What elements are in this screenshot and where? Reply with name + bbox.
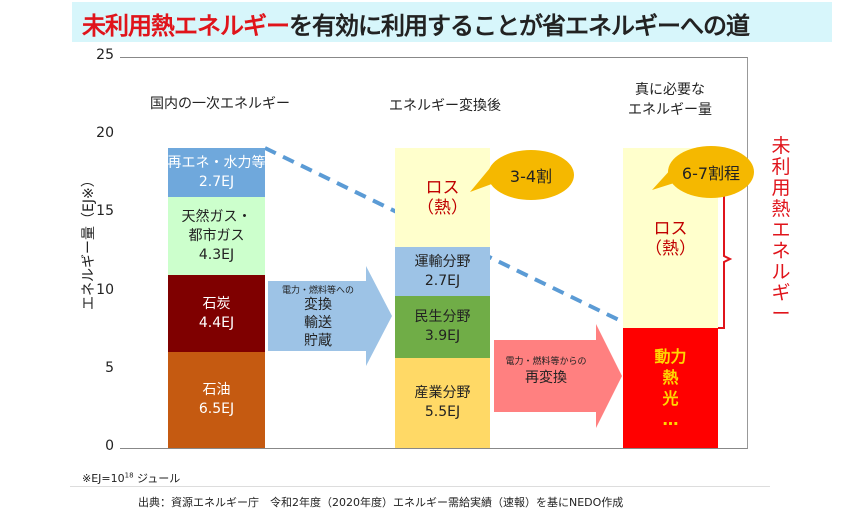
unit-exp: 18 [124, 471, 134, 480]
bar-segment: ロス （熱） [395, 148, 490, 247]
arrow-conversion [268, 266, 392, 366]
segment-label: 再エネ・水力等 [167, 154, 266, 171]
segment-value: 4.4EJ [198, 314, 235, 331]
arrow-reconversion [494, 324, 622, 428]
arrow-small-text: 電力・燃料等への [281, 285, 354, 296]
unit-note: ※EJ=1018 ジュール [82, 470, 180, 486]
bubble-3-4: 3-4割 [488, 150, 574, 200]
segment-label: 石油 [202, 382, 231, 398]
segment-label: 石炭 [202, 295, 231, 312]
segment-label: ロス [653, 218, 688, 239]
segment-label: 民生分野 [414, 309, 471, 325]
segment-label: 天然ガス・ 都市ガス [181, 208, 252, 244]
segment-label: 動力 熱 光 … [654, 347, 687, 429]
segment-value: 2.7EJ [198, 173, 235, 190]
y-tick-label: 0 [105, 438, 114, 454]
column-header-needed-1: 真に必要な [635, 82, 705, 98]
column-header-converted: エネルギー変換後 [389, 98, 501, 114]
segment-label: 産業分野 [414, 385, 471, 401]
title-rest: を有効に利用することが省エネルギーへの道 [289, 12, 750, 40]
segment-value: 6.5EJ [198, 401, 235, 417]
bar-segment: 石炭 4.4EJ [168, 275, 265, 352]
title-highlight: 未利用熱エネルギー [82, 12, 290, 40]
y-tick-label: 5 [105, 359, 114, 376]
bar-segment: 動力 熱 光 … [623, 328, 718, 448]
y-tick-label: 10 [96, 281, 114, 298]
segment-value: 3.9EJ [424, 328, 461, 344]
y-tick-label: 20 [96, 125, 114, 142]
segment-sub: （熱） [645, 238, 696, 259]
dashed-line [264, 146, 624, 324]
segment-label: 運輸分野 [414, 253, 471, 270]
segment-label: ロス [425, 178, 460, 198]
bar-segment: 運輸分野 2.7EJ [395, 247, 490, 296]
column-header-primary: 国内の一次エネルギー [150, 96, 290, 112]
y-tick-label: 15 [96, 203, 114, 220]
arrow-big-text: 再変換 [525, 369, 567, 386]
column-header-needed-2: エネルギー量 [628, 102, 712, 118]
unit-prefix: ※EJ=10 [82, 472, 125, 485]
arrow-small-text: 電力・燃料等からの [505, 356, 587, 367]
segment-value: 5.5EJ [424, 404, 461, 420]
bracket [716, 189, 733, 329]
unused-heat-label: 未利用熱エネルギー [771, 135, 791, 325]
source-note: 出典：資源エネルギー庁 令和2年度（2020年度）エネルギー需給実績（速報）を基… [138, 496, 624, 509]
bubble-6-7: 6-7割程 [668, 146, 754, 198]
unit-suffix: ジュール [133, 472, 181, 485]
plot-area [120, 57, 748, 449]
page-title: 未利用熱エネルギーを有効に利用することが省エネルギーへの道 [82, 6, 750, 41]
bar-segment: 天然ガス・ 都市ガス 4.3EJ [168, 197, 265, 275]
arrow-conversion-label: 電力・燃料等への 変換 輸送 貯蔵 [268, 281, 368, 351]
segment-sub: （熱） [417, 198, 468, 218]
segment-value: 2.7EJ [424, 272, 461, 289]
y-tick-label: 25 [96, 47, 114, 63]
arrow-big-text: 変換 輸送 貯蔵 [304, 296, 332, 349]
bar-segment: 産業分野 5.5EJ [395, 358, 490, 448]
title-bar [72, 2, 832, 42]
bar-segment: 石油 6.5EJ [168, 352, 265, 448]
divider [70, 486, 770, 487]
bar-segment: 民生分野 3.9EJ [395, 296, 490, 358]
bar-segment: 再エネ・水力等 2.7EJ [167, 148, 266, 197]
segment-value: 4.3EJ [198, 246, 235, 263]
arrow-reconversion-label: 電力・燃料等からの 再変換 [494, 345, 598, 395]
